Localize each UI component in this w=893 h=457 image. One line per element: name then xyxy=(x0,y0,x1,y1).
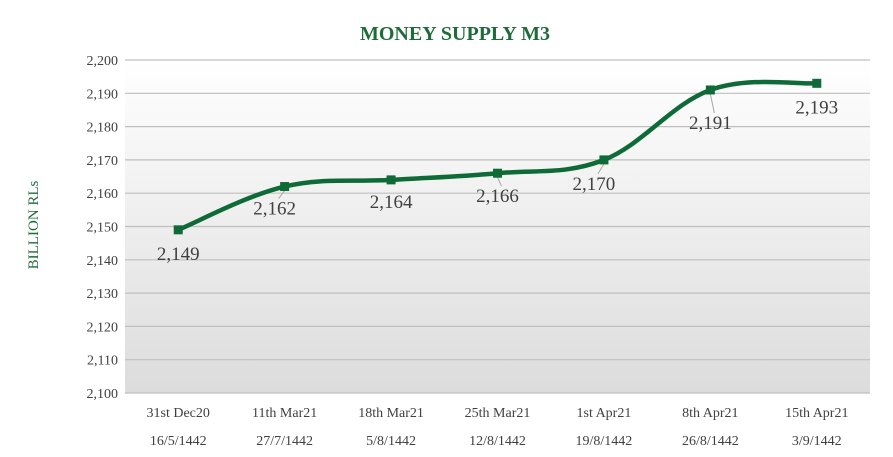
y-tick-label: 2,200 xyxy=(87,54,119,69)
x-tick-hijri-label: 5/8/1442 xyxy=(366,434,416,449)
leader-line xyxy=(709,93,715,114)
y-tick-label: 2,140 xyxy=(87,254,119,269)
x-tick-label: 31st Dec20 xyxy=(147,406,210,421)
x-tick-hijri-label: 26/8/1442 xyxy=(682,434,739,449)
x-tick-hijri-label: 27/7/1442 xyxy=(256,434,313,449)
x-tick-label: 18th Mar21 xyxy=(358,406,424,421)
y-tick-label: 2,120 xyxy=(87,320,119,335)
y-tick-label: 2,170 xyxy=(87,154,119,169)
x-tick-hijri-label: 16/5/1442 xyxy=(150,434,207,449)
y-axis-label: BILLION RLs xyxy=(26,180,42,269)
data-point xyxy=(173,225,183,235)
y-tick-label: 2,100 xyxy=(87,387,119,402)
data-point xyxy=(599,155,609,165)
data-point xyxy=(812,78,822,88)
data-label: 2,191 xyxy=(689,113,732,134)
x-axis-ticks: 31st Dec20 16/5/1442 11th Mar21 27/7/1442 18… xyxy=(147,406,849,449)
x-tick-label: 11th Mar21 xyxy=(252,406,317,421)
data-label: 2,166 xyxy=(476,186,519,207)
data-labels: 2,149 2,162 2,164 2,166 2,170 2,191 2,193 xyxy=(157,97,838,265)
y-tick-label: 2,190 xyxy=(87,87,119,102)
data-label-leaders xyxy=(278,93,715,199)
y-tick-label: 2,150 xyxy=(87,221,119,236)
chart-title: MONEY SUPPLY M3 xyxy=(360,23,550,45)
x-tick-label: 25th Mar21 xyxy=(465,406,531,421)
data-label: 2,170 xyxy=(573,174,616,195)
data-label: 2,162 xyxy=(253,199,296,220)
x-tick-hijri-label: 19/8/1442 xyxy=(576,434,633,449)
x-tick-hijri-label: 3/9/1442 xyxy=(792,434,842,449)
data-point xyxy=(705,85,715,95)
x-tick-label: 8th Apr21 xyxy=(682,406,738,421)
leader-line xyxy=(497,177,502,187)
data-markers xyxy=(173,78,822,235)
data-label: 2,164 xyxy=(370,192,413,213)
y-tick-label: 2,110 xyxy=(87,354,118,369)
data-point xyxy=(386,175,396,185)
leader-line xyxy=(597,163,605,175)
x-tick-hijri-label: 12/8/1442 xyxy=(469,434,526,449)
data-point xyxy=(493,168,502,178)
data-label: 2,193 xyxy=(795,97,838,118)
y-tick-label: 2,160 xyxy=(87,187,119,202)
y-tick-label: 2,130 xyxy=(87,287,119,302)
y-axis-ticks: 2,100 2,110 2,120 2,130 2,140 2,150 2,160 2,170… xyxy=(87,54,119,402)
gridlines xyxy=(125,59,870,394)
leader-line xyxy=(278,190,286,199)
data-point xyxy=(280,182,290,192)
x-tick-label: 1st Apr21 xyxy=(577,406,632,421)
y-tick-label: 2,180 xyxy=(87,121,119,136)
x-tick-label: 15th Apr21 xyxy=(785,406,848,421)
data-label: 2,149 xyxy=(157,244,200,265)
